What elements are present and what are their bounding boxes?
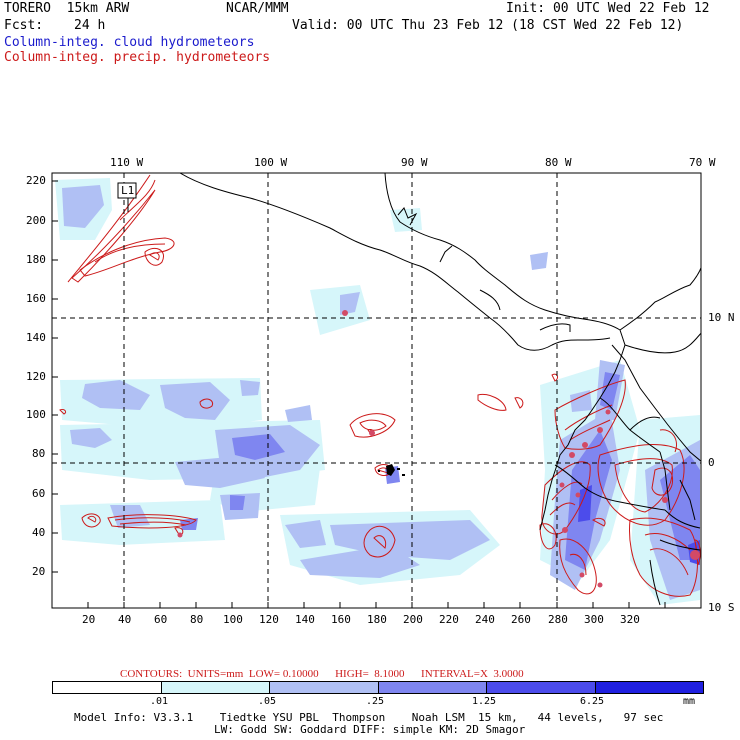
lon-label-100w: 100 W bbox=[254, 156, 288, 169]
y-tick-80: 80 bbox=[32, 447, 46, 460]
x-tick-60: 60 bbox=[154, 613, 168, 626]
x-tick-320: 320 bbox=[620, 613, 640, 626]
coastlines bbox=[179, 173, 701, 606]
y-tick-160: 160 bbox=[26, 292, 46, 305]
precip-contours bbox=[59, 174, 701, 597]
lat-label-0: 0 bbox=[708, 456, 715, 469]
colorbar-segment bbox=[53, 682, 162, 693]
colorbar-label-005: .05 bbox=[258, 696, 277, 707]
x-tick-300: 300 bbox=[584, 613, 604, 626]
x-tick-240: 240 bbox=[475, 613, 495, 626]
cloud-field-title: Column-integ. cloud hydrometeors bbox=[4, 35, 255, 50]
center-name: NCAR/MMM bbox=[226, 1, 289, 16]
y-tick-180: 180 bbox=[26, 253, 46, 266]
left-axis-ticks bbox=[52, 180, 58, 573]
lon-label-70w: 70 W bbox=[689, 156, 716, 169]
model-title: TORERO 15km ARW bbox=[4, 1, 130, 16]
lat-label-10s: 10 S bbox=[708, 601, 735, 614]
lat-lon-grid bbox=[52, 173, 701, 608]
lon-label-90w: 90 W bbox=[401, 156, 428, 169]
x-tick-200: 200 bbox=[403, 613, 423, 626]
x-tick-40: 40 bbox=[118, 613, 132, 626]
y-tick-100: 100 bbox=[26, 408, 46, 421]
model-info-line1: Model Info: V3.3.1 Tiedtke YSU PBL Thomp… bbox=[74, 711, 664, 724]
colorbar-segment bbox=[487, 682, 596, 693]
lat-label-10n: 10 N bbox=[708, 311, 735, 324]
fcst-label: Fcst: bbox=[4, 18, 44, 33]
y-tick-140: 140 bbox=[26, 331, 46, 344]
x-tick-120: 120 bbox=[259, 613, 279, 626]
valid-time: Valid: 00 UTC Thu 23 Feb 12 (18 CST Wed … bbox=[292, 18, 684, 33]
section-marker-box bbox=[117, 182, 137, 199]
init-time: Init: 00 UTC Wed 22 Feb 12 bbox=[506, 1, 710, 16]
x-tick-140: 140 bbox=[295, 613, 315, 626]
colorbar-label-125: 1.25 bbox=[472, 696, 497, 707]
y-tick-120: 120 bbox=[26, 370, 46, 383]
lon-label-80w: 80 W bbox=[545, 156, 572, 169]
galapagos-islands bbox=[378, 464, 405, 476]
colorbar-segment bbox=[161, 682, 270, 693]
colorbar-label-625: 6.25 bbox=[580, 696, 605, 707]
y-tick-220: 220 bbox=[26, 174, 46, 187]
colorbar-units: mm bbox=[683, 696, 696, 707]
x-tick-260: 260 bbox=[511, 613, 531, 626]
x-tick-160: 160 bbox=[331, 613, 351, 626]
x-tick-80: 80 bbox=[190, 613, 204, 626]
precip-cores bbox=[177, 310, 700, 588]
precip-field-title: Column-integ. precip. hydrometeors bbox=[4, 50, 271, 65]
colorbar-label-025: .25 bbox=[366, 696, 385, 707]
colorbar-segment bbox=[378, 682, 487, 693]
y-tick-20: 20 bbox=[32, 565, 46, 578]
lon-label-110w: 110 W bbox=[110, 156, 144, 169]
y-tick-200: 200 bbox=[26, 214, 46, 227]
contour-info: CONTOURS: UNITS=mm LOW= 0.10000 HIGH= 8.… bbox=[120, 668, 524, 680]
colorbar-label-001: .01 bbox=[150, 696, 169, 707]
model-info-line2: LW: Godd SW: Goddard DIFF: simple KM: 2D… bbox=[214, 723, 526, 736]
colorbar bbox=[52, 681, 704, 694]
y-tick-60: 60 bbox=[32, 487, 46, 500]
x-tick-220: 220 bbox=[439, 613, 459, 626]
fcst-value: 24 h bbox=[74, 18, 106, 33]
y-tick-40: 40 bbox=[32, 526, 46, 539]
colorbar-segment bbox=[270, 682, 379, 693]
x-tick-20: 20 bbox=[82, 613, 96, 626]
x-tick-280: 280 bbox=[548, 613, 568, 626]
x-tick-180: 180 bbox=[367, 613, 387, 626]
x-tick-100: 100 bbox=[223, 613, 243, 626]
bottom-axis-ticks bbox=[87, 602, 666, 608]
colorbar-segment bbox=[595, 682, 703, 693]
section-marker-label: L1 bbox=[121, 184, 135, 197]
